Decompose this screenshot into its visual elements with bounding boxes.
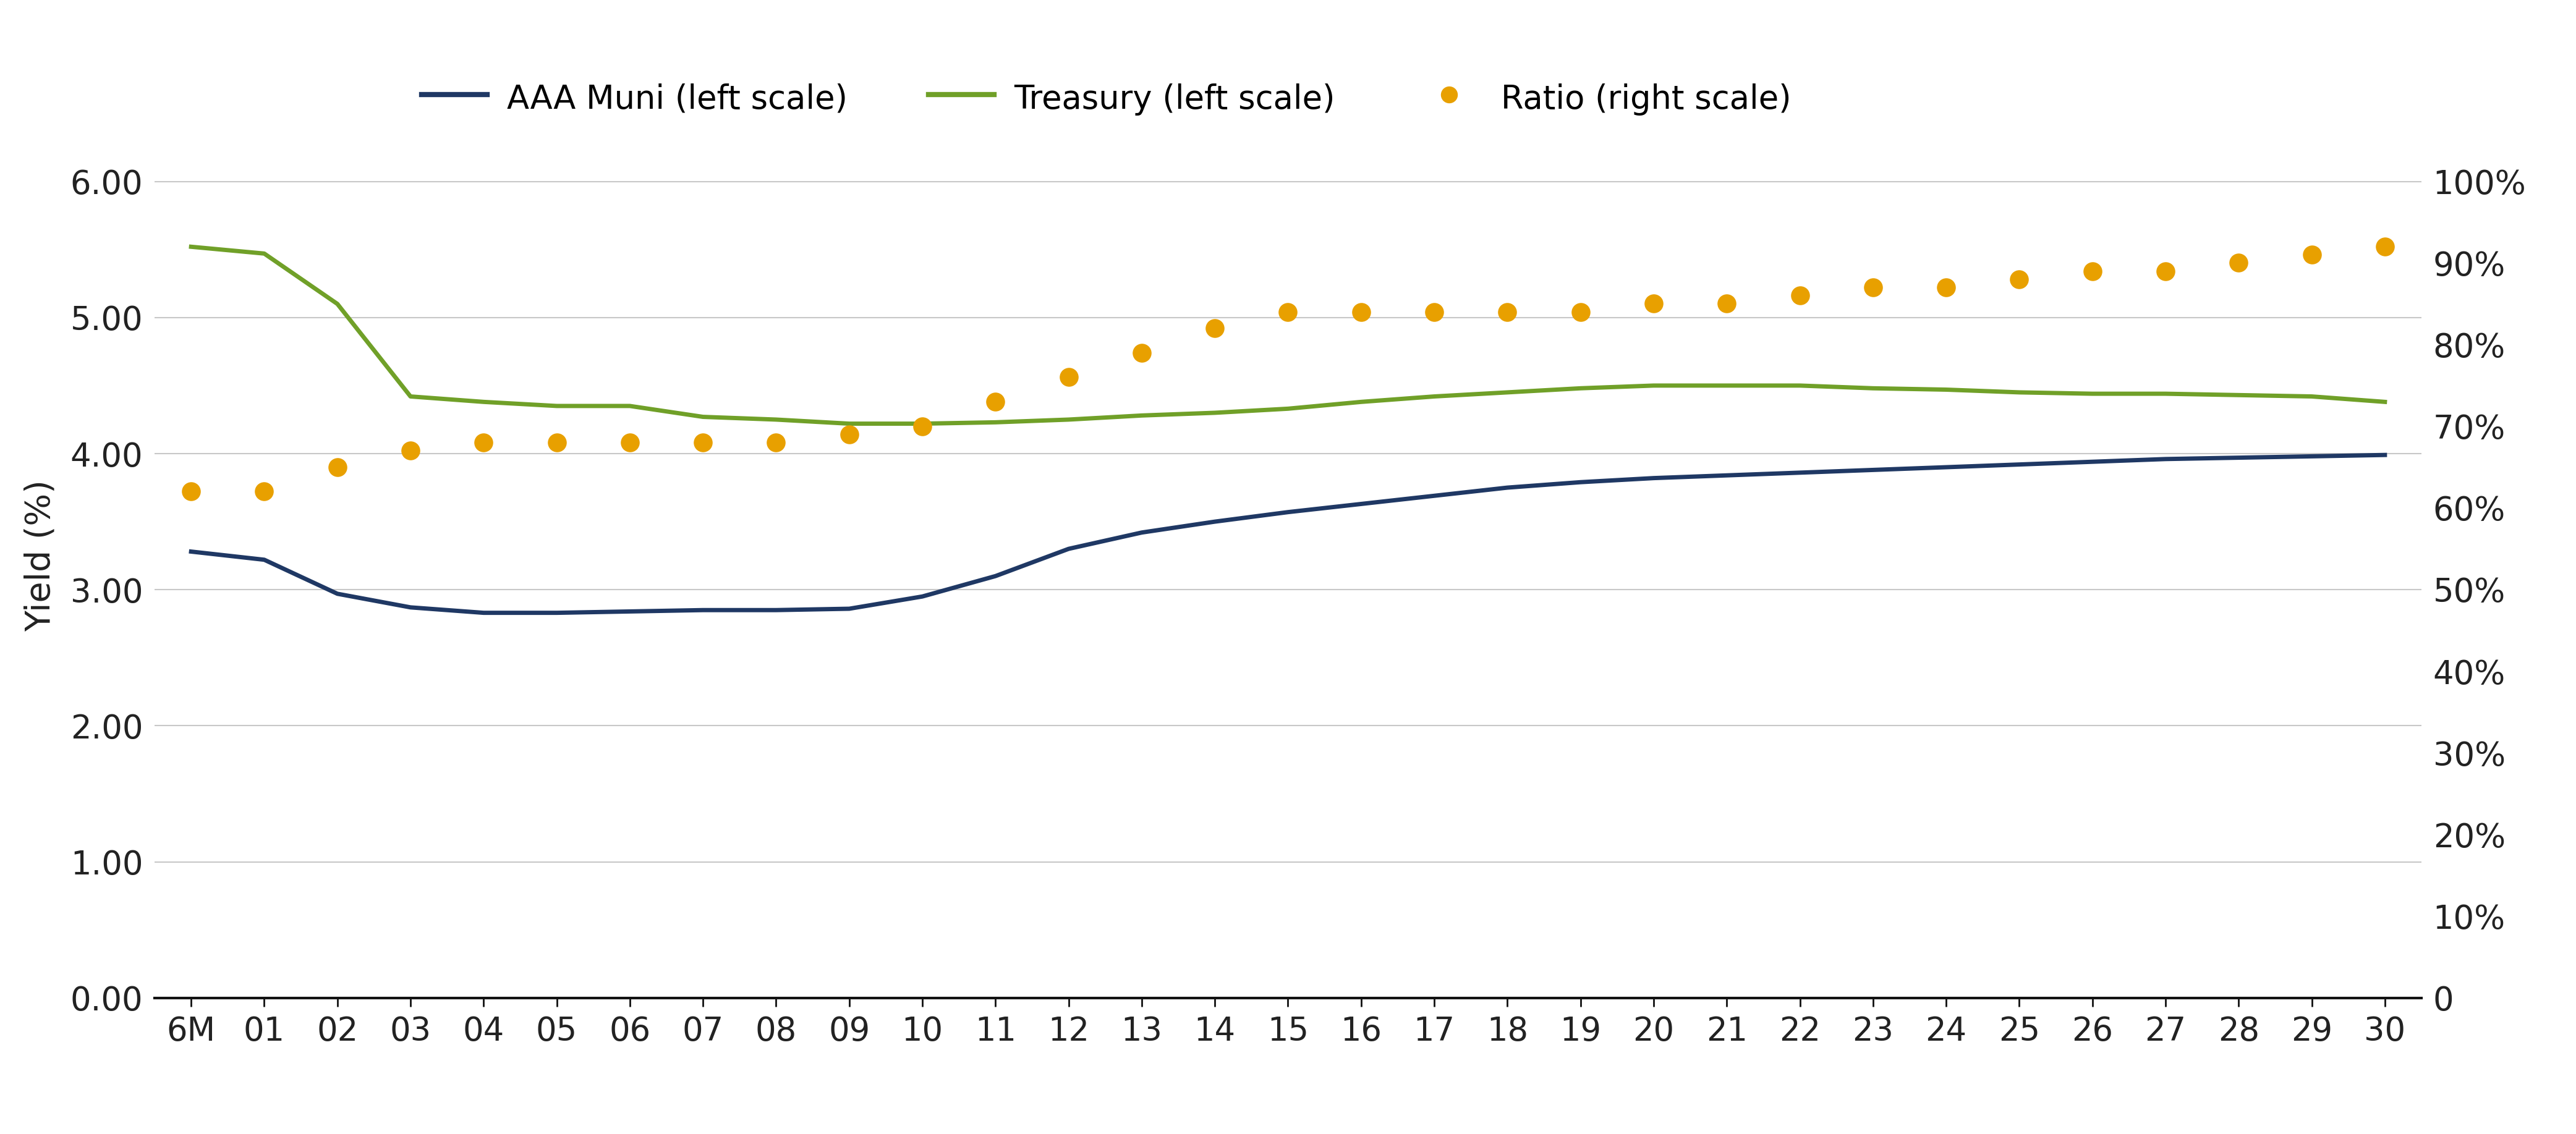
AAA Muni (left scale) [760, 603, 791, 617]
AAA Muni (left scale) [1054, 542, 1084, 556]
AAA Muni (left scale) [1419, 489, 1450, 502]
Treasury (left scale) [760, 413, 791, 426]
Point [755, 433, 796, 451]
Legend: AAA Muni (left scale), Treasury (left scale), Ratio (right scale): AAA Muni (left scale), Treasury (left sc… [410, 68, 1806, 128]
Treasury (left scale) [688, 411, 719, 424]
Treasury (left scale) [1200, 406, 1231, 420]
AAA Muni (left scale) [250, 553, 281, 567]
Treasury (left scale) [175, 240, 206, 254]
Treasury (left scale) [2151, 387, 2182, 400]
AAA Muni (left scale) [541, 606, 572, 619]
Point [170, 482, 211, 500]
Treasury (left scale) [1492, 386, 1522, 399]
Treasury (left scale) [835, 417, 866, 431]
AAA Muni (left scale) [835, 602, 866, 616]
AAA Muni (left scale) [2151, 452, 2182, 466]
Treasury (left scale) [2004, 386, 2035, 399]
Point [1195, 319, 1236, 337]
Point [1121, 344, 1162, 362]
Treasury (left scale) [322, 297, 353, 311]
Treasury (left scale) [2076, 387, 2107, 400]
Point [1705, 295, 1747, 313]
Point [464, 433, 505, 451]
Point [2218, 254, 2259, 272]
Treasury (left scale) [1785, 379, 1816, 392]
AAA Muni (left scale) [1929, 460, 1960, 474]
Treasury (left scale) [1857, 381, 1888, 395]
AAA Muni (left scale) [1200, 515, 1231, 528]
AAA Muni (left scale) [2370, 448, 2401, 462]
Treasury (left scale) [1638, 379, 1669, 392]
Treasury (left scale) [1710, 379, 1741, 392]
Point [1999, 270, 2040, 288]
Point [683, 433, 724, 451]
Point [245, 482, 286, 500]
AAA Muni (left scale) [979, 569, 1010, 583]
Point [1633, 295, 1674, 313]
Point [1267, 303, 1309, 321]
Point [1048, 369, 1090, 387]
Point [317, 458, 358, 476]
AAA Muni (left scale) [2223, 451, 2254, 465]
Point [1852, 278, 1893, 296]
AAA Muni (left scale) [1638, 472, 1669, 485]
Treasury (left scale) [1566, 381, 1597, 395]
AAA Muni (left scale) [1273, 506, 1303, 519]
Treasury (left scale) [1419, 390, 1450, 404]
AAA Muni (left scale) [1345, 497, 1376, 510]
AAA Muni (left scale) [907, 590, 938, 603]
Treasury (left scale) [2370, 395, 2401, 408]
AAA Muni (left scale) [1710, 468, 1741, 482]
AAA Muni (left scale) [175, 544, 206, 558]
Treasury (left scale) [2223, 388, 2254, 401]
Point [902, 417, 943, 435]
Point [1780, 287, 1821, 305]
Treasury (left scale) [250, 247, 281, 261]
Treasury (left scale) [907, 417, 938, 431]
AAA Muni (left scale) [1785, 466, 1816, 480]
AAA Muni (left scale) [1126, 526, 1157, 540]
AAA Muni (left scale) [616, 604, 647, 618]
Point [1414, 303, 1455, 321]
Treasury (left scale) [616, 399, 647, 413]
Point [389, 441, 430, 459]
Point [1924, 278, 1965, 296]
Treasury (left scale) [1273, 401, 1303, 415]
Treasury (left scale) [1126, 408, 1157, 422]
Point [1561, 303, 1602, 321]
Line: Treasury (left scale): Treasury (left scale) [191, 247, 2385, 424]
Point [2365, 237, 2406, 255]
Treasury (left scale) [541, 399, 572, 413]
AAA Muni (left scale) [1566, 475, 1597, 489]
Point [611, 433, 652, 451]
Point [2071, 262, 2112, 280]
AAA Muni (left scale) [2076, 455, 2107, 468]
AAA Muni (left scale) [1492, 481, 1522, 494]
AAA Muni (left scale) [2004, 458, 2035, 472]
Point [974, 392, 1015, 411]
Point [1486, 303, 1528, 321]
Treasury (left scale) [2295, 390, 2326, 404]
Treasury (left scale) [394, 390, 425, 404]
AAA Muni (left scale) [2295, 449, 2326, 463]
Y-axis label: Yield (%): Yield (%) [23, 480, 57, 632]
Treasury (left scale) [469, 395, 500, 408]
Point [2290, 246, 2331, 264]
Treasury (left scale) [1929, 383, 1960, 397]
AAA Muni (left scale) [688, 603, 719, 617]
Treasury (left scale) [1054, 413, 1084, 426]
Line: AAA Muni (left scale): AAA Muni (left scale) [191, 455, 2385, 612]
AAA Muni (left scale) [469, 606, 500, 619]
Treasury (left scale) [1345, 395, 1376, 408]
Point [536, 433, 577, 451]
Treasury (left scale) [979, 415, 1010, 429]
Point [1340, 303, 1381, 321]
AAA Muni (left scale) [394, 601, 425, 615]
AAA Muni (left scale) [322, 587, 353, 601]
Point [2146, 262, 2187, 280]
AAA Muni (left scale) [1857, 463, 1888, 476]
Point [829, 425, 871, 443]
